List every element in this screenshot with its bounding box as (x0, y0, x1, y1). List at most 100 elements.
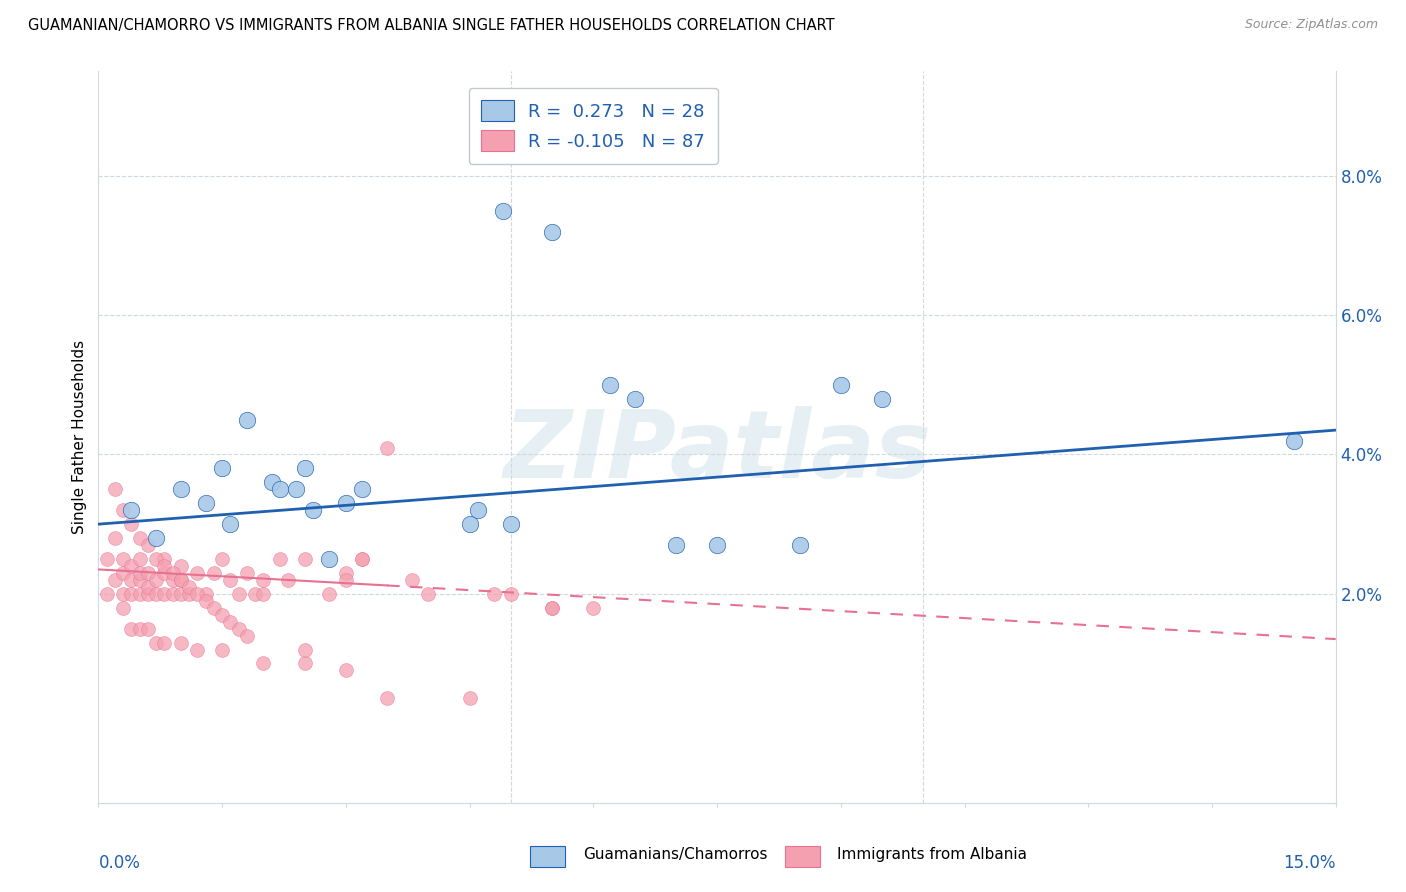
Point (252, 573, 274, 587)
Point (352, 552, 374, 566)
Point (179, 580, 201, 594)
Point (706, 538, 728, 552)
Point (401, 573, 423, 587)
Point (211, 642, 233, 657)
Point (145, 573, 167, 587)
Text: ZIPatlas: ZIPatlas (503, 406, 931, 498)
Point (170, 573, 193, 587)
Point (236, 412, 259, 426)
Point (458, 691, 481, 706)
Point (128, 587, 150, 601)
Text: 15.0%: 15.0% (1284, 854, 1336, 872)
Point (302, 503, 325, 517)
Point (136, 566, 159, 580)
Point (128, 531, 150, 545)
Point (202, 600, 225, 615)
Text: Source: ZipAtlas.com: Source: ZipAtlas.com (1244, 18, 1378, 31)
Point (120, 517, 142, 532)
Point (318, 552, 340, 566)
Point (112, 566, 135, 580)
Point (499, 587, 522, 601)
Point (170, 558, 193, 573)
Point (219, 615, 242, 629)
Point (136, 580, 159, 594)
Point (104, 573, 127, 587)
Point (285, 483, 308, 497)
Point (162, 587, 184, 601)
Point (120, 503, 142, 517)
Point (145, 635, 167, 649)
Point (145, 587, 167, 601)
Point (120, 573, 142, 587)
Point (252, 657, 274, 671)
Point (202, 566, 225, 580)
Point (269, 483, 291, 497)
Point (179, 587, 201, 601)
Point (294, 657, 316, 671)
Point (228, 587, 250, 601)
Point (153, 587, 176, 601)
Point (153, 552, 176, 566)
Point (236, 566, 259, 580)
Point (104, 531, 127, 545)
Point (484, 587, 506, 601)
Point (128, 552, 150, 566)
Point (136, 622, 159, 636)
Point (194, 496, 217, 510)
Point (352, 552, 374, 566)
Point (170, 635, 193, 649)
Point (335, 496, 357, 510)
Point (318, 587, 340, 601)
Point (599, 377, 621, 392)
Point (582, 600, 605, 615)
Point (830, 377, 852, 392)
Point (269, 552, 291, 566)
Point (211, 461, 233, 475)
Point (104, 483, 127, 497)
Point (335, 664, 357, 678)
Point (162, 566, 184, 580)
Point (352, 483, 374, 497)
Point (153, 635, 176, 649)
Point (335, 573, 357, 587)
Legend: R =  0.273   N = 28, R = -0.105   N = 87: R = 0.273 N = 28, R = -0.105 N = 87 (468, 87, 718, 164)
Point (418, 587, 440, 601)
Point (153, 566, 176, 580)
Point (145, 531, 167, 545)
Text: 0.0%: 0.0% (98, 854, 141, 872)
Point (96, 552, 118, 566)
Point (467, 503, 489, 517)
Point (162, 573, 184, 587)
Point (491, 203, 513, 218)
Point (541, 600, 564, 615)
Point (153, 558, 176, 573)
Point (112, 600, 135, 615)
Point (499, 517, 522, 532)
Point (170, 587, 193, 601)
Point (120, 622, 142, 636)
Point (260, 475, 283, 490)
Point (112, 503, 135, 517)
Point (789, 538, 811, 552)
Point (136, 587, 159, 601)
Point (219, 573, 242, 587)
Point (228, 622, 250, 636)
Point (219, 517, 242, 532)
Point (194, 594, 217, 608)
Point (335, 566, 357, 580)
Point (120, 558, 142, 573)
Point (458, 517, 481, 532)
Point (294, 642, 316, 657)
Point (136, 538, 159, 552)
Point (665, 538, 688, 552)
Point (128, 573, 150, 587)
Point (375, 691, 398, 706)
Point (112, 587, 135, 601)
Point (211, 552, 233, 566)
Point (170, 573, 193, 587)
Text: GUAMANIAN/CHAMORRO VS IMMIGRANTS FROM ALBANIA SINGLE FATHER HOUSEHOLDS CORRELATI: GUAMANIAN/CHAMORRO VS IMMIGRANTS FROM AL… (28, 18, 835, 33)
Text: Immigrants from Albania: Immigrants from Albania (837, 847, 1026, 862)
Point (541, 225, 564, 239)
Point (243, 587, 266, 601)
Point (96, 587, 118, 601)
